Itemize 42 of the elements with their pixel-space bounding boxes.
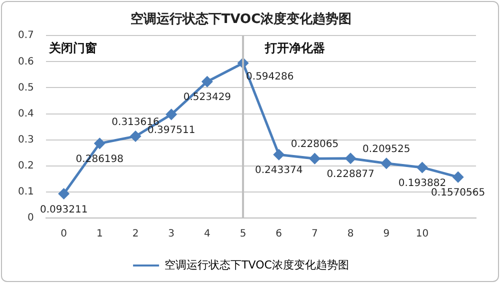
point	[416, 162, 428, 173]
x-tick-label: 1	[96, 228, 103, 240]
data-label: 0.228877	[326, 168, 374, 180]
x-tick-label: 6	[276, 228, 282, 240]
point	[202, 76, 212, 87]
x-tick-label: 10	[416, 228, 429, 240]
annotation: 打开净化器	[264, 40, 326, 55]
point	[345, 153, 356, 164]
y-tick-label: 0.5	[18, 82, 34, 94]
y-tick-label: 0	[28, 212, 34, 224]
x-tick-label: 5	[240, 228, 246, 240]
y-tick-label: 0.4	[18, 108, 34, 120]
y-tick-label: 0.7	[18, 30, 34, 42]
point	[381, 158, 392, 169]
chart-title: 空调运行状态下TVOC浓度变化趋势图	[130, 11, 352, 28]
y-tick-label: 0.3	[18, 134, 34, 146]
y-tick-label: 0.6	[18, 56, 34, 68]
data-label: 0.209525	[362, 144, 410, 155]
point	[166, 109, 177, 120]
x-tick-label: 0	[60, 228, 68, 240]
x-tick-label: 8	[347, 228, 354, 240]
point	[130, 131, 141, 142]
y-tick-label: 0.2	[18, 160, 34, 172]
data-label: 0.397511	[147, 125, 196, 136]
x-tick-label: 7	[312, 228, 318, 240]
point	[94, 138, 105, 149]
annotation: 关闭门窗	[48, 40, 97, 55]
data-label: 0.1570565	[431, 188, 486, 199]
point	[274, 149, 284, 160]
point	[452, 172, 464, 182]
point	[309, 153, 320, 164]
x-tick-label: 9	[383, 228, 390, 240]
x-tick-label: 4	[204, 228, 210, 240]
x-tick-label: 2	[132, 228, 139, 240]
x-tick-label: 3	[168, 228, 175, 240]
data-label: 0.243374	[255, 165, 303, 176]
data-label: 0.193882	[398, 178, 446, 190]
legend-label: 空调运行状态下TVOC浓度变化趋势图	[164, 258, 349, 272]
data-label: 0.093211	[40, 204, 88, 216]
data-label: 0.228065	[290, 139, 339, 150]
y-tick-label: 0.1	[18, 186, 34, 198]
point	[58, 188, 70, 199]
